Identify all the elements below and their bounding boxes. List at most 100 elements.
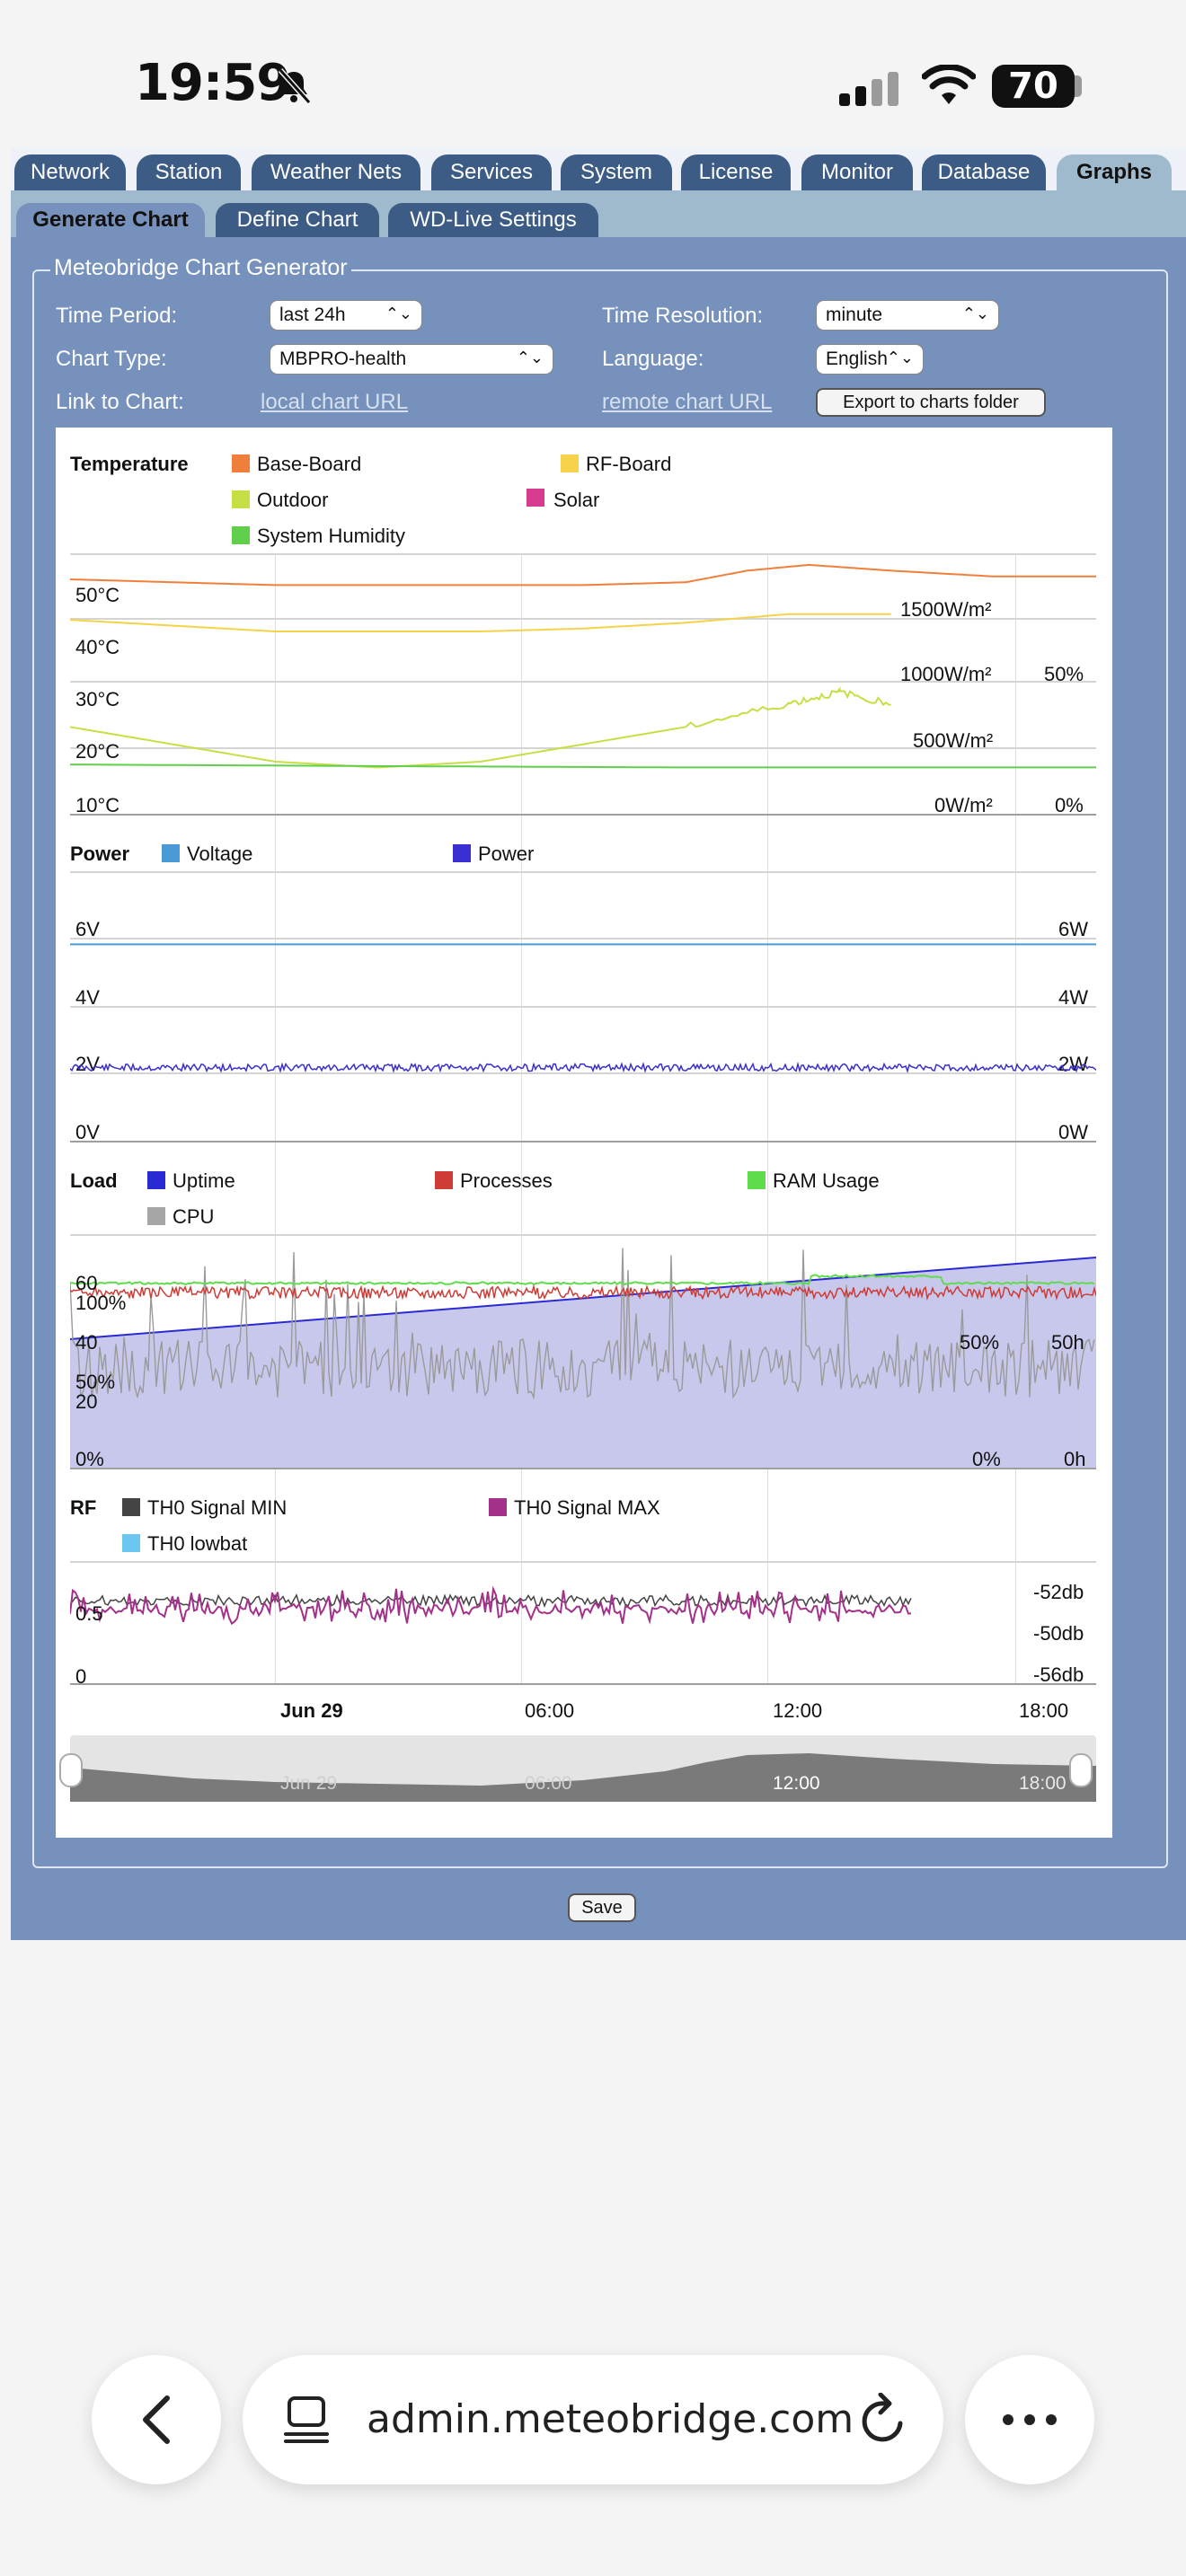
legend-th0-signal-max: TH0 Signal MAX bbox=[514, 1496, 660, 1519]
nav-tick-18: 18:00 bbox=[1019, 1773, 1067, 1794]
grid-vline bbox=[767, 553, 768, 1685]
legend-swatch bbox=[232, 490, 250, 508]
ram-tick-100: 100% bbox=[75, 1292, 127, 1314]
lowbat-tick-0-5: 0.5 bbox=[75, 1602, 103, 1625]
grid-baseline bbox=[70, 1141, 1096, 1142]
ram-tick-50: 50% bbox=[75, 1371, 116, 1393]
legend-swatch bbox=[527, 489, 544, 507]
select-chevron-icon: ⌃⌄ bbox=[516, 348, 544, 366]
save-button[interactable]: Save bbox=[568, 1893, 636, 1922]
page-menu-icon[interactable] bbox=[284, 2395, 329, 2445]
chart-generator-fieldset bbox=[32, 269, 1168, 1868]
subtab-generate-chart[interactable]: Generate Chart bbox=[16, 203, 205, 237]
tab-network[interactable]: Network bbox=[14, 154, 126, 190]
series-line-processes bbox=[70, 1284, 1096, 1301]
local-chart-url-link[interactable]: local chart URL bbox=[261, 390, 409, 414]
legend-swatch bbox=[489, 1498, 507, 1516]
select-chevron-icon: ⌃⌄ bbox=[961, 304, 989, 322]
grid-hline bbox=[70, 1072, 1096, 1074]
temp-tick-40: 40°C bbox=[75, 636, 120, 658]
cellular-signal-icon bbox=[839, 72, 898, 106]
temp-tick-20: 20°C bbox=[75, 740, 120, 763]
ram-tick-0: 0% bbox=[75, 1448, 104, 1470]
tab-monitor[interactable]: Monitor bbox=[801, 154, 913, 190]
language-select[interactable]: English ⌃⌄ bbox=[816, 344, 924, 375]
legend-cpu: CPU bbox=[173, 1205, 215, 1228]
tab-system[interactable]: System bbox=[561, 154, 672, 190]
legend-swatch bbox=[435, 1171, 453, 1189]
time-resolution-select[interactable]: minute ⌃⌄ bbox=[816, 300, 999, 331]
navigator-right-handle[interactable] bbox=[1069, 1753, 1093, 1787]
temperature-title: Temperature bbox=[70, 453, 189, 475]
series-line-th0-signal-min bbox=[70, 1592, 912, 1609]
url-text: admin.meteobridge.com bbox=[367, 2396, 854, 2442]
time-period-label: Time Period: bbox=[56, 304, 178, 328]
subtab-wd-live-settings[interactable]: WD-Live Settings bbox=[388, 203, 598, 237]
chevron-left-icon bbox=[143, 2395, 170, 2444]
navigator-left-handle[interactable] bbox=[59, 1753, 83, 1787]
back-button[interactable] bbox=[92, 2355, 221, 2484]
grid-baseline bbox=[70, 1683, 1096, 1685]
remote-chart-url-link[interactable]: remote chart URL bbox=[602, 390, 773, 414]
fieldset-legend: Meteobridge Chart Generator bbox=[50, 255, 351, 281]
solar-tick-1000: 1000W/m² bbox=[900, 663, 992, 685]
grid-hline bbox=[70, 618, 1096, 620]
solar-tick-0: 0W/m² bbox=[934, 794, 993, 816]
load-plot bbox=[70, 1248, 1096, 1468]
more-button[interactable] bbox=[965, 2355, 1094, 2484]
tab-graphs[interactable]: Graphs bbox=[1057, 154, 1172, 190]
grid-hline bbox=[70, 747, 1096, 749]
legend-rf-board: RF-Board bbox=[586, 453, 672, 475]
sub-tab-bar bbox=[11, 190, 1186, 237]
legend-swatch bbox=[232, 454, 250, 472]
tab-weather-nets[interactable]: Weather Nets bbox=[252, 154, 420, 190]
tab-services[interactable]: Services bbox=[431, 154, 552, 190]
series-line-power bbox=[70, 1061, 1096, 1073]
wifi-icon bbox=[922, 65, 976, 104]
rf-tick-c: -56db bbox=[1033, 1663, 1084, 1686]
time-period-select[interactable]: last 24h ⌃⌄ bbox=[270, 300, 422, 331]
status-time: 19:59 bbox=[135, 54, 291, 112]
temp-tick-30: 30°C bbox=[75, 688, 120, 710]
legend-th0-signal-min: TH0 Signal MIN bbox=[147, 1496, 288, 1519]
legend-solar: Solar bbox=[553, 489, 600, 511]
humidity-tick-0: 0% bbox=[1055, 794, 1084, 816]
export-to-charts-folder-button[interactable]: Export to charts folder bbox=[816, 388, 1046, 417]
grid-hline bbox=[70, 871, 1096, 873]
grid-hline bbox=[70, 1006, 1096, 1008]
bell-muted-icon bbox=[278, 68, 312, 104]
power-tick-0: 0W bbox=[1058, 1121, 1088, 1143]
grid-vline bbox=[521, 553, 522, 1685]
address-bar[interactable] bbox=[243, 2355, 943, 2484]
processes-tick-40: 40 bbox=[75, 1331, 98, 1354]
battery-indicator: 70 bbox=[992, 65, 1075, 108]
legend-swatch bbox=[122, 1534, 140, 1552]
tab-station[interactable]: Station bbox=[137, 154, 241, 190]
x-tick-jun-29: Jun 29 bbox=[280, 1699, 343, 1722]
rf-title: RF bbox=[70, 1496, 97, 1519]
nav-tick-06: 06:00 bbox=[525, 1773, 572, 1794]
subtab-define-chart[interactable]: Define Chart bbox=[216, 203, 379, 237]
x-tick-12: 12:00 bbox=[773, 1699, 823, 1722]
time-resolution-value: minute bbox=[826, 304, 883, 325]
tab-database[interactable]: Database bbox=[922, 154, 1046, 190]
legend-swatch bbox=[147, 1171, 165, 1189]
series-line-cpu bbox=[70, 1248, 1095, 1400]
chart-type-select[interactable]: MBPRO-health ⌃⌄ bbox=[270, 344, 553, 375]
grid-baseline bbox=[70, 1468, 1096, 1469]
grid-vline bbox=[1015, 553, 1016, 1685]
time-period-value: last 24h bbox=[279, 304, 346, 325]
tab-license[interactable]: License bbox=[681, 154, 791, 190]
voltage-tick-0: 0V bbox=[75, 1121, 100, 1143]
series-line-outdoor bbox=[70, 686, 891, 769]
grid-hline bbox=[70, 938, 1096, 940]
humidity-tick-50: 50% bbox=[1044, 663, 1084, 685]
temp-tick-50: 50°C bbox=[75, 584, 120, 606]
legend-swatch bbox=[232, 526, 250, 544]
language-value: English bbox=[826, 348, 888, 369]
load-title: Load bbox=[70, 1169, 118, 1192]
link-to-chart-label: Link to Chart: bbox=[56, 390, 184, 414]
reload-icon[interactable] bbox=[861, 2393, 907, 2447]
select-chevron-icon: ⌃⌄ bbox=[385, 304, 412, 322]
grid-hline bbox=[70, 1234, 1096, 1236]
